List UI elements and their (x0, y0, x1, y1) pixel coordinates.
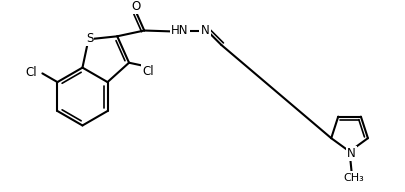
Text: CH₃: CH₃ (342, 173, 363, 183)
Text: Cl: Cl (25, 66, 36, 79)
Text: S: S (85, 32, 93, 45)
Text: N: N (200, 24, 209, 37)
Text: O: O (131, 0, 140, 13)
Text: N: N (346, 147, 355, 160)
Text: Cl: Cl (142, 65, 153, 78)
Text: HN: HN (171, 24, 188, 37)
